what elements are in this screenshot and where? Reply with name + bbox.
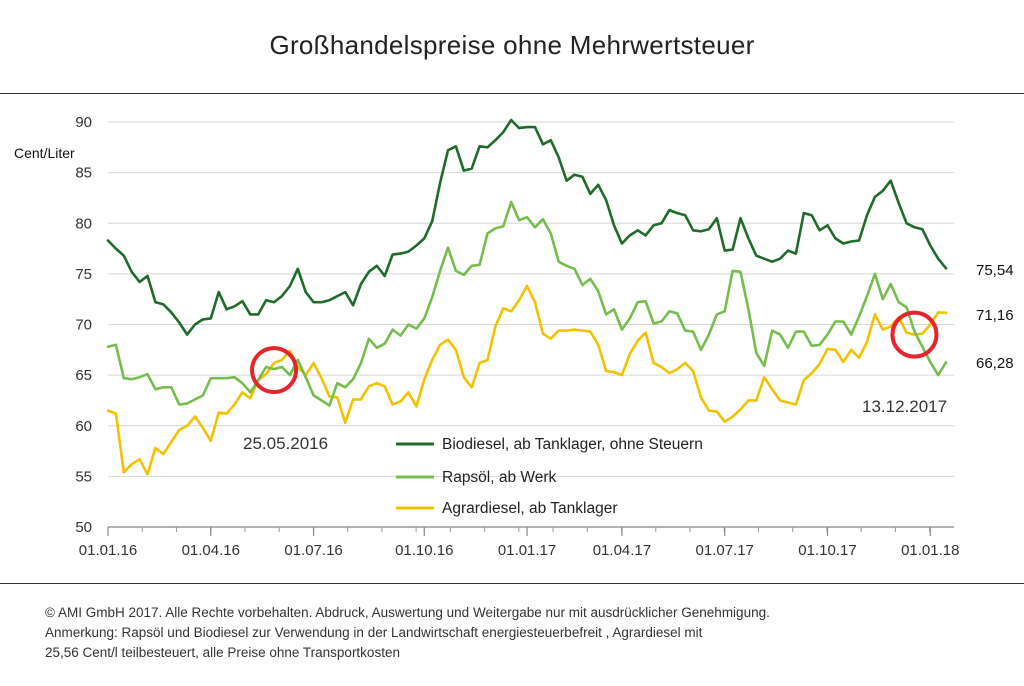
footnote-line-1: © AMI GmbH 2017. Alle Rechte vorbehalten…: [45, 605, 770, 620]
x-tick-label-01.01.18: 01.01.18: [901, 542, 959, 559]
highlight-circle-1: [890, 310, 939, 359]
x-tick-label-01.10.17: 01.10.17: [798, 542, 856, 559]
x-tick-label-01.07.17: 01.07.17: [696, 542, 754, 559]
footnote: © AMI GmbH 2017. Alle Rechte vorbehalten…: [45, 603, 770, 663]
legend-label-0: Biodiesel, ab Tanklager, ohne Steuern: [442, 436, 703, 453]
series-line-1: [106, 200, 948, 407]
y-tick-label-55: 55: [75, 468, 92, 485]
gridlines: [108, 121, 954, 477]
x-tick-label-01.10.16: 01.10.16: [395, 542, 453, 559]
y-tick-label-90: 90: [75, 114, 92, 131]
highlight-circle-0: [250, 346, 299, 395]
top-divider: [0, 93, 1024, 94]
legend: Biodiesel, ab Tanklager, ohne Steuern Rap…: [396, 436, 703, 517]
end-value-label-0: 75,54: [976, 262, 1014, 279]
y-tick-label-80: 80: [75, 215, 92, 232]
y-axis-label: Cent/Liter: [14, 145, 75, 161]
bottom-divider: [0, 583, 1024, 584]
x-tick-label-01.07.16: 01.07.16: [284, 542, 342, 559]
y-tick-label-85: 85: [75, 165, 92, 182]
legend-label-2: Agrardiesel, ab Tanklager: [442, 500, 618, 517]
y-tick-label-50: 50: [75, 519, 92, 536]
y-tick-label-70: 70: [75, 317, 92, 334]
end-value-label-2: 71,16: [976, 307, 1014, 324]
annotations: 25.05.2016 13.12.2017: [243, 310, 947, 453]
x-tick-label-01.04.17: 01.04.17: [593, 542, 651, 559]
series-line-2: [106, 284, 948, 476]
end-value-label-1: 66,28: [976, 355, 1014, 372]
legend-label-1: Rapsöl, ab Werk: [442, 469, 557, 486]
chart-title: Großhandelspreise ohne Mehrwertsteuer: [269, 30, 755, 60]
y-tick-label-65: 65: [75, 367, 92, 384]
footnote-line-2: Anmerkung: Rapsöl und Biodiesel zur Verw…: [45, 625, 703, 640]
series-lines: 75,54 66,28 71,16: [106, 118, 1014, 476]
annotation-label-1: 13.12.2017: [862, 397, 947, 416]
y-tick-label-75: 75: [75, 266, 92, 283]
footnote-line-3: 25,56 Cent/l teilbesteuert, alle Preise …: [45, 645, 400, 660]
x-tick-label-01.01.17: 01.01.17: [498, 542, 556, 559]
series-line-0: [106, 118, 948, 336]
y-tick-label-60: 60: [75, 418, 92, 435]
x-tick-label-01.01.16: 01.01.16: [79, 542, 137, 559]
annotation-label-0: 25.05.2016: [243, 434, 328, 453]
x-tick-label-01.04.16: 01.04.16: [182, 542, 240, 559]
